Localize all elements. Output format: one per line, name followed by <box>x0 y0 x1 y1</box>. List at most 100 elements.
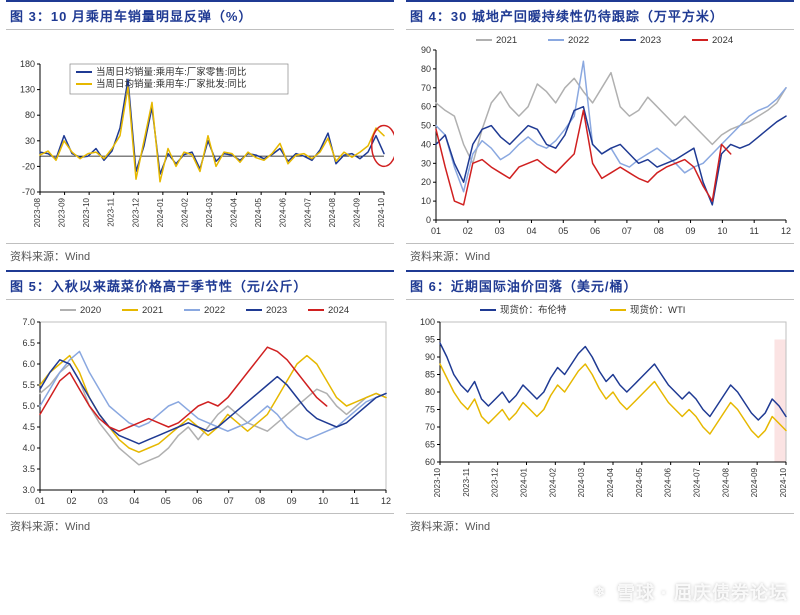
svg-text:60: 60 <box>425 457 435 467</box>
svg-text:2023-09: 2023-09 <box>58 197 67 227</box>
svg-text:11: 11 <box>350 496 359 506</box>
svg-text:11: 11 <box>750 226 759 236</box>
svg-text:2024-02: 2024-02 <box>180 197 189 227</box>
watermark: ❄ 雪球 · 屈庆债券论坛 <box>589 579 788 605</box>
svg-text:2024-01: 2024-01 <box>520 467 529 497</box>
svg-text:2024-04: 2024-04 <box>230 197 239 227</box>
svg-text:40: 40 <box>421 139 431 149</box>
svg-text:2024-06: 2024-06 <box>664 467 673 497</box>
svg-text:04: 04 <box>526 226 536 236</box>
svg-text:02: 02 <box>463 226 473 236</box>
svg-text:2021: 2021 <box>496 35 517 46</box>
svg-text:3.5: 3.5 <box>22 464 35 474</box>
svg-text:12: 12 <box>781 226 791 236</box>
svg-text:当周日均销量:乘用车:厂家批发:同比: 当周日均销量:乘用车:厂家批发:同比 <box>96 78 246 90</box>
svg-text:2023-08: 2023-08 <box>33 197 42 227</box>
svg-text:60: 60 <box>421 102 431 112</box>
svg-text:2023-10: 2023-10 <box>82 197 91 227</box>
svg-text:80: 80 <box>421 64 431 74</box>
svg-text:30: 30 <box>25 136 35 146</box>
snowball-icon: ❄ <box>589 581 611 603</box>
svg-text:2024-09: 2024-09 <box>750 467 759 497</box>
svg-text:当周日均销量:乘用车:厂家零售:同比: 当周日均销量:乘用车:厂家零售:同比 <box>96 66 246 78</box>
svg-text:80: 80 <box>425 387 435 397</box>
svg-text:2024: 2024 <box>712 35 733 46</box>
svg-text:180: 180 <box>20 59 35 69</box>
svg-text:70: 70 <box>425 422 435 432</box>
svg-text:12: 12 <box>381 496 391 506</box>
svg-text:01: 01 <box>35 496 45 506</box>
svg-text:0: 0 <box>426 215 431 225</box>
svg-text:03: 03 <box>98 496 108 506</box>
chart4-source: 资料来源：Wind <box>406 243 794 270</box>
svg-text:现货价：WTI: 现货价：WTI <box>630 304 685 316</box>
svg-text:90: 90 <box>421 45 431 55</box>
svg-text:2024-03: 2024-03 <box>205 197 214 227</box>
svg-text:08: 08 <box>654 226 664 236</box>
chart5-title: 图 5：入秋以来蔬菜价格高于季节性（元/公斤） <box>6 270 394 300</box>
svg-text:2024-09: 2024-09 <box>352 197 361 227</box>
svg-text:20: 20 <box>421 177 431 187</box>
svg-text:2024-03: 2024-03 <box>577 467 586 497</box>
svg-text:-20: -20 <box>22 161 35 171</box>
svg-text:04: 04 <box>129 496 139 506</box>
svg-text:05: 05 <box>558 226 568 236</box>
chart3-title: 图 3：10 月乘用车销量明显反弹（%） <box>6 0 394 30</box>
svg-text:2024-04: 2024-04 <box>606 467 615 497</box>
chart6-title: 图 6：近期国际油价回落（美元/桶） <box>406 270 794 300</box>
svg-text:2023-12: 2023-12 <box>491 467 500 497</box>
svg-text:现货价：布伦特: 现货价：布伦特 <box>500 304 567 316</box>
svg-text:6.0: 6.0 <box>22 359 35 369</box>
svg-text:05: 05 <box>161 496 171 506</box>
svg-text:-70: -70 <box>22 187 35 197</box>
svg-text:4.0: 4.0 <box>22 443 35 453</box>
chart4-title: 图 4：30 城地产回暖持续性仍待跟踪（万平方米） <box>406 0 794 30</box>
svg-text:09: 09 <box>686 226 696 236</box>
svg-text:2024-05: 2024-05 <box>254 197 263 227</box>
svg-text:5.5: 5.5 <box>22 380 35 390</box>
svg-text:08: 08 <box>255 496 265 506</box>
svg-text:2024-05: 2024-05 <box>635 467 644 497</box>
svg-text:2024-10: 2024-10 <box>779 467 788 497</box>
svg-text:2023-12: 2023-12 <box>131 197 140 227</box>
svg-text:2022: 2022 <box>568 35 589 46</box>
svg-text:95: 95 <box>425 335 435 345</box>
svg-text:2024-06: 2024-06 <box>279 197 288 227</box>
svg-text:85: 85 <box>425 370 435 380</box>
svg-text:2023-10: 2023-10 <box>433 467 442 497</box>
svg-text:3.0: 3.0 <box>22 485 35 495</box>
svg-text:7.0: 7.0 <box>22 317 35 327</box>
svg-text:2023: 2023 <box>640 35 661 46</box>
svg-text:75: 75 <box>425 405 435 415</box>
svg-text:2024-02: 2024-02 <box>548 467 557 497</box>
chart3-source: 资料来源：Wind <box>6 243 394 270</box>
svg-text:09: 09 <box>287 496 297 506</box>
chart5: 3.03.54.04.55.05.56.06.57.00102030405060… <box>6 300 394 510</box>
svg-text:03: 03 <box>495 226 505 236</box>
svg-text:2024-01: 2024-01 <box>156 197 165 227</box>
svg-text:2021: 2021 <box>142 305 163 316</box>
svg-text:2024-07: 2024-07 <box>693 467 702 497</box>
svg-text:07: 07 <box>622 226 632 236</box>
svg-text:30: 30 <box>421 158 431 168</box>
svg-text:2023-11: 2023-11 <box>107 197 116 226</box>
svg-text:2024: 2024 <box>328 305 349 316</box>
svg-text:80: 80 <box>25 110 35 120</box>
svg-text:2022: 2022 <box>204 305 225 316</box>
chart6: 60657075808590951002023-102023-112023-12… <box>406 300 794 510</box>
svg-text:50: 50 <box>421 121 431 131</box>
svg-text:100: 100 <box>420 317 435 327</box>
svg-text:2020: 2020 <box>80 305 101 316</box>
svg-text:02: 02 <box>66 496 76 506</box>
svg-text:130: 130 <box>20 85 35 95</box>
svg-text:2024-08: 2024-08 <box>328 197 337 227</box>
svg-text:70: 70 <box>421 83 431 93</box>
chart5-source: 资料来源：Wind <box>6 513 394 540</box>
svg-text:07: 07 <box>224 496 234 506</box>
svg-text:10: 10 <box>318 496 328 506</box>
svg-text:01: 01 <box>431 226 441 236</box>
svg-text:65: 65 <box>425 440 435 450</box>
svg-text:4.5: 4.5 <box>22 422 35 432</box>
svg-text:06: 06 <box>590 226 600 236</box>
chart3: -70 -20 30 80 130 180 2023-08 2023-09 2023-10 202… <box>6 30 394 240</box>
